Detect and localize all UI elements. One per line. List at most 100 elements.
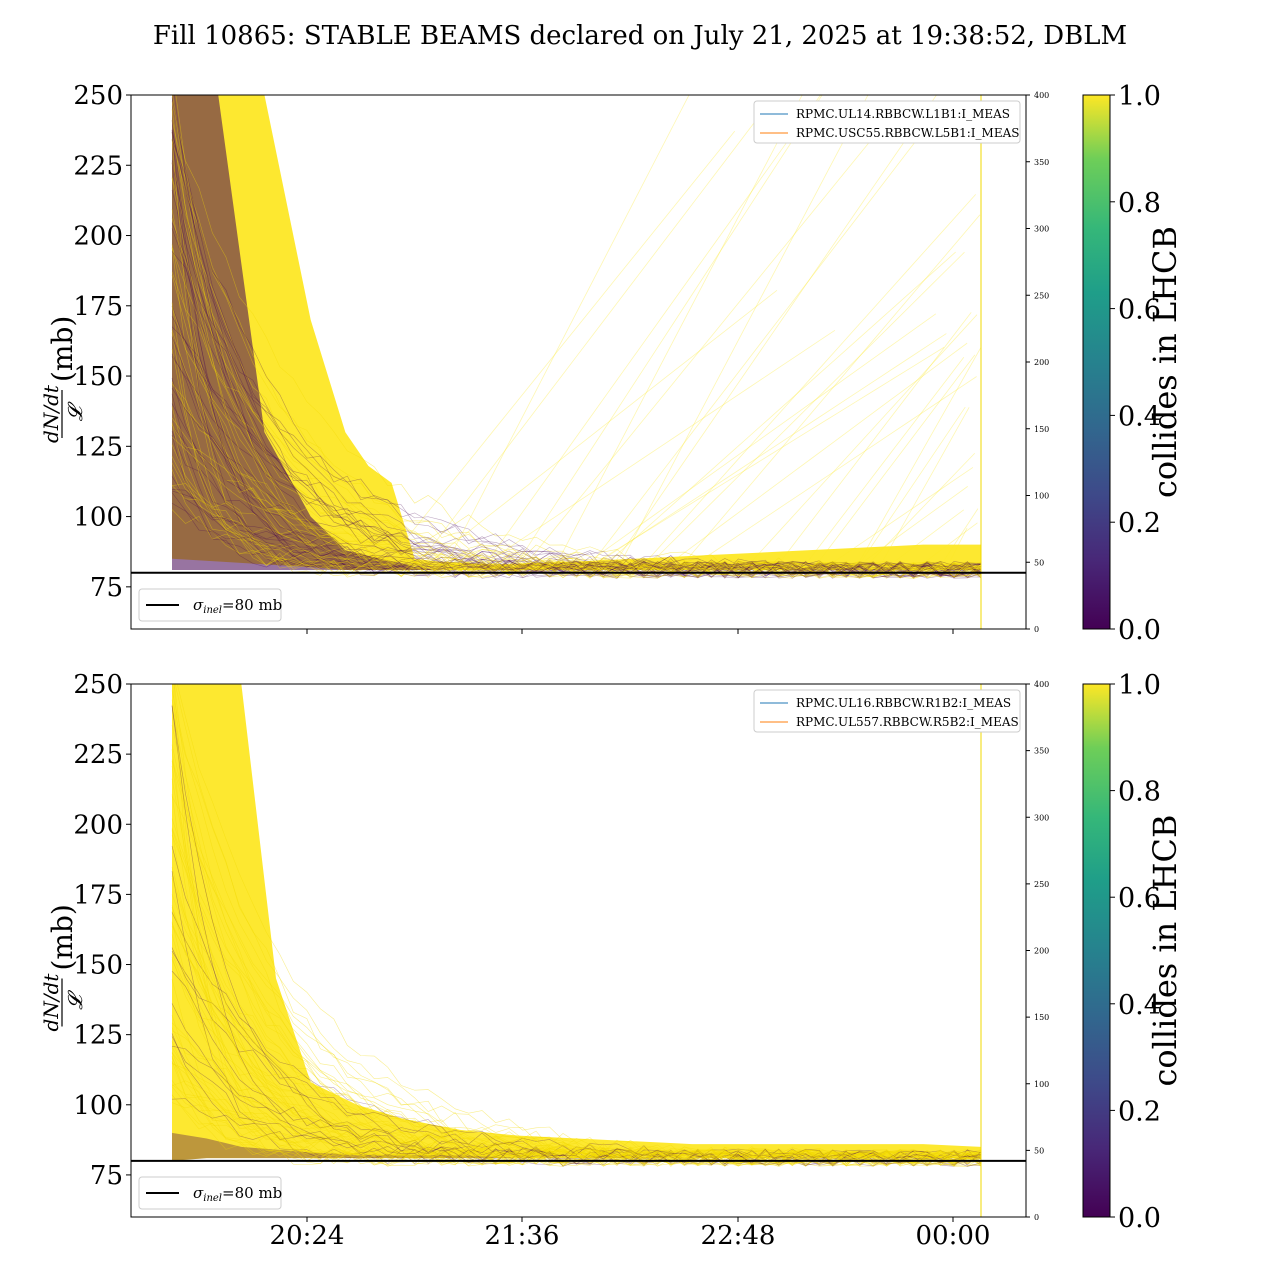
colliding-trace — [171, 1052, 982, 1166]
legend-box — [753, 689, 1021, 733]
data-layer — [171, 684, 982, 1167]
rising-trace — [882, 407, 970, 562]
colliding-trace — [171, 827, 982, 1165]
colliding-trace — [171, 177, 982, 579]
colliding-trace — [171, 925, 982, 1164]
rising-trace — [863, 486, 968, 562]
non-colliding-trace — [171, 489, 982, 579]
series-legend: RPMC.UL14.RBBCW.L1B1:I_MEAS RPMC.USC55.RB… — [753, 100, 1021, 144]
colliding-trace — [171, 923, 982, 1167]
x-tick-label: 00:00 — [916, 1221, 991, 1251]
y2-tick-label: 300 — [1034, 225, 1049, 234]
colliding-trace — [171, 906, 982, 1166]
y2-tick-label: 350 — [1034, 158, 1049, 167]
colliding-trace — [171, 749, 982, 1167]
legend-entry: RPMC.UL557.RBBCW.R5B2:I_MEAS — [796, 715, 1019, 729]
y-tick-label: 125 — [73, 432, 123, 462]
rising-trace — [833, 467, 974, 562]
colliding-trace — [171, 348, 982, 579]
colliding-trace — [172, 95, 982, 579]
colliding-trace — [171, 139, 982, 579]
y2-tick-label: 100 — [1034, 1080, 1049, 1089]
non-colliding-trace — [171, 356, 982, 578]
rising-trace — [621, 95, 869, 562]
rising-trace — [699, 376, 977, 562]
y-label-denominator: 𝓛 — [63, 990, 87, 1010]
y-tick-label: 250 — [73, 670, 123, 700]
colliding-trace — [171, 271, 982, 578]
reference-legend: σinel=80 mb — [138, 588, 282, 622]
colliding-trace — [171, 1027, 982, 1166]
y-tick-label: 200 — [73, 810, 123, 840]
non-colliding-trace — [171, 1033, 982, 1167]
series-legend: RPMC.UL16.RBBCW.R1B2:I_MEAS RPMC.UL557.RB… — [753, 689, 1021, 733]
rising-trace — [387, 130, 736, 562]
y2-tick-label: 300 — [1034, 813, 1049, 822]
rising-trace — [949, 527, 968, 562]
colliding-trace — [171, 132, 982, 579]
colorbar-tick-label: 0.6 — [1118, 295, 1161, 326]
colliding-trace — [171, 306, 982, 579]
non-colliding-trace — [171, 950, 982, 1166]
rising-trace — [608, 251, 956, 562]
chart-title: Fill 10865: STABLE BEAMS declared on Jul… — [153, 21, 1127, 51]
x-tick-label: 20:24 — [270, 1221, 345, 1251]
rising-trace — [592, 109, 941, 562]
y-tick-label: 125 — [73, 1021, 123, 1051]
y-tick-label: 100 — [73, 1091, 123, 1121]
legend-entry: RPMC.UL16.RBBCW.R1B2:I_MEAS — [796, 696, 1011, 710]
colliding-trace — [171, 704, 982, 1167]
non-colliding-trace — [171, 1036, 982, 1166]
non-colliding-trace — [171, 393, 982, 579]
colliding-trace — [171, 760, 982, 1165]
legend-entry: RPMC.USC55.RBBCW.L5B1:I_MEAS — [796, 126, 1019, 140]
colorbar-tick-label: 0.0 — [1118, 1203, 1161, 1234]
y2-tick-label: 50 — [1034, 1146, 1044, 1155]
non-colliding-trace — [171, 130, 982, 578]
y-axis-label: dN/dt 𝓛 (mb) — [39, 316, 87, 443]
colliding-trace — [171, 247, 982, 578]
colliding-trace — [171, 959, 982, 1165]
legend-box — [753, 100, 1021, 144]
non-colliding-trace — [171, 387, 982, 578]
non-colliding-trace — [171, 425, 982, 578]
reference-legend-label: σinel=80 mb — [193, 596, 282, 616]
y2-tick-label: 250 — [1034, 291, 1049, 300]
colorbar-label: collides in LHCB — [1146, 814, 1184, 1086]
colliding-trace — [171, 894, 982, 1165]
y-tick-label: 150 — [73, 951, 123, 981]
non-colliding-trace — [171, 706, 982, 1167]
non-colliding-trace — [171, 305, 982, 578]
colliding-trace — [171, 274, 982, 579]
rising-trace — [447, 95, 690, 562]
y-tick-label: 175 — [73, 292, 123, 322]
colliding-trace — [171, 1063, 982, 1167]
non-colliding-trace — [171, 912, 982, 1165]
non-colliding-trace — [171, 162, 982, 578]
rising-trace — [684, 214, 981, 562]
colorbar-tick-label: 0.0 — [1118, 615, 1161, 646]
colliding-trace — [171, 979, 982, 1167]
x-tick-label: 22:48 — [701, 1221, 776, 1251]
y2-tick-label: 50 — [1034, 558, 1044, 567]
rising-trace — [599, 333, 947, 562]
colliding-trace — [171, 957, 982, 1164]
colliding-trace — [171, 690, 982, 1166]
colorbar — [1082, 94, 1111, 630]
non-colliding-trace — [171, 251, 982, 577]
rising-trace — [894, 509, 965, 562]
colliding-trace — [171, 759, 982, 1167]
colliding-trace — [173, 684, 982, 1167]
y2-tick-label: 150 — [1034, 1013, 1049, 1022]
non-colliding-trace — [171, 189, 982, 578]
non-colliding-trace — [171, 1045, 982, 1166]
colliding-trace — [171, 1055, 982, 1167]
non-colliding-trace — [171, 326, 982, 577]
y2-tick-label: 200 — [1034, 947, 1049, 956]
non-colliding-trace — [173, 95, 982, 579]
rising-trace — [420, 105, 768, 562]
y2-tick-label: 400 — [1034, 680, 1049, 689]
y-tick-label: 250 — [73, 81, 123, 111]
y-tick-label: 150 — [73, 362, 123, 392]
